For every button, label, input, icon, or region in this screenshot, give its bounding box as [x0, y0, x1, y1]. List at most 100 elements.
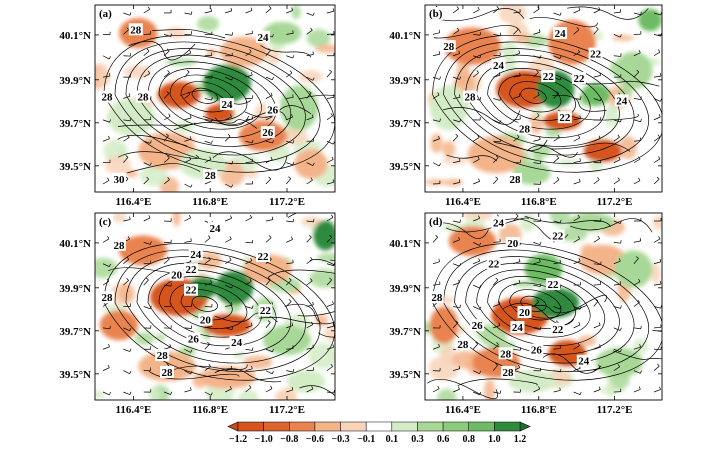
contour-label: 24: [493, 60, 505, 72]
panel-label: (a): [99, 8, 112, 20]
anomaly-blob: [638, 8, 662, 32]
anomaly-blob: [548, 340, 587, 367]
contour-label: 28: [162, 367, 174, 379]
wind-barbs: [432, 5, 662, 185]
colorbar-segment: [289, 421, 316, 432]
y-tick-label: 39.5°N: [59, 161, 91, 173]
contour-label: 28: [138, 92, 150, 104]
contour-label: 28: [157, 350, 169, 362]
y-tick-label: 40.1°N: [59, 238, 91, 250]
anomaly-blob: [579, 244, 627, 275]
y-tick-label: 39.7°N: [59, 326, 91, 338]
anomaly-blob: [157, 81, 201, 108]
x-tick-label: 117.2°E: [597, 196, 633, 208]
contour-label: 22: [260, 305, 272, 317]
x-tick-label: 117.2°E: [269, 404, 305, 416]
colorbar-segment: [365, 421, 393, 432]
anomaly-blob: [507, 370, 556, 393]
anomaly-blob: [531, 287, 580, 318]
colorbar-label: −0.6: [306, 434, 324, 445]
contour-label: 26: [267, 105, 279, 117]
x-tick-label: 116.8°E: [521, 404, 557, 416]
contour-label: 24: [512, 322, 524, 334]
contour-label: 24: [578, 356, 590, 368]
contour-label: 22: [258, 251, 270, 263]
anomaly-blob: [219, 36, 268, 67]
panel-frame: [424, 4, 663, 193]
contour-label: 28: [500, 348, 512, 360]
colorbar-label: −0.8: [280, 434, 298, 445]
y-tick-label: 40.1°N: [389, 238, 421, 250]
anomaly-blob: [443, 27, 501, 65]
map-panel-b: 28 24 22 24 22 28 22 24 28 22 28 (b) 116.4°E 116.8°E 1…: [389, 4, 663, 208]
y-tick-label: 39.5°N: [389, 161, 421, 173]
contour-label: 26: [188, 333, 200, 345]
x-tick-label: 117.2°E: [269, 196, 305, 208]
anomaly-blob: [215, 270, 254, 305]
y-tick-label: 39.5°N: [59, 369, 91, 381]
y-tick-label: 39.7°N: [389, 118, 421, 130]
y-tick-label: 39.9°N: [389, 75, 421, 87]
y-tick-label: 39.5°N: [389, 369, 421, 381]
anomaly-blob: [429, 85, 468, 131]
colorbar-segment: [340, 421, 367, 432]
y-tick-label: 39.9°N: [59, 283, 91, 295]
anomaly-blob: [512, 162, 551, 185]
contour-label: 28: [431, 292, 443, 304]
contour-label: 28: [130, 24, 142, 36]
contour-label: 20: [200, 315, 212, 327]
contour-label: 28: [465, 92, 477, 104]
colorbar-label: 0.6: [437, 434, 450, 445]
contour-label: 28: [102, 92, 114, 104]
panel-label: (d): [429, 216, 443, 228]
contour-lines: [427, 215, 662, 400]
contour-label: 20: [519, 307, 531, 319]
contour-label: 28: [519, 123, 531, 135]
anomaly-blob: [448, 226, 497, 257]
anomaly-blob: [263, 325, 311, 356]
y-tick-label: 39.7°N: [389, 326, 421, 338]
colorbar-label: 0.3: [411, 434, 424, 445]
colorbar-segment: [468, 421, 495, 432]
panel-label: (c): [99, 216, 112, 228]
colorbar: −1.2 −1.0 −0.8 −0.6 −0.3 −0.1 0.1 0.3 0.6 0.8 1.0 1…: [227, 421, 531, 445]
y-tick-label: 40.1°N: [59, 30, 91, 42]
anomaly-blob: [279, 85, 319, 131]
contour-label: 24: [555, 28, 567, 40]
contour-label: 28: [457, 339, 469, 351]
panel-frame: [94, 212, 336, 401]
colorbar-segment: [237, 421, 264, 432]
panel-frame: [424, 212, 663, 401]
panel-frame: [94, 4, 336, 193]
x-tick-label: 116.4°E: [445, 196, 481, 208]
colorbar-label: −1.2: [229, 434, 247, 445]
contour-label: 30: [114, 174, 126, 186]
anomaly-blob: [429, 306, 459, 344]
x-tick-label: 116.8°E: [192, 404, 228, 416]
x-tick-label: 116.8°E: [521, 196, 557, 208]
colorbar-segment: [442, 421, 469, 432]
y-tick-label: 39.9°N: [59, 75, 91, 87]
colorbar-label: 1.0: [488, 434, 501, 445]
colorbar-label: 0.8: [462, 434, 475, 445]
contour-label: 26: [472, 320, 484, 332]
colorbar-segment: [314, 421, 341, 432]
contour-label: 20: [171, 270, 183, 282]
contour-label: 26: [531, 345, 543, 357]
colorbar-label: −0.1: [357, 434, 375, 445]
colorbar-segment: [494, 421, 521, 432]
contour-label: 22: [186, 264, 198, 276]
x-tick-label: 116.4°E: [115, 404, 151, 416]
anomaly-blob: [614, 250, 653, 288]
contour-label: 24: [190, 249, 202, 261]
x-tick-label: 116.4°E: [445, 404, 481, 416]
contour-label: 24: [258, 32, 270, 44]
y-tick-label: 39.9°N: [389, 283, 421, 295]
contour-label: 22: [559, 112, 571, 124]
colorbar-label: −1.0: [255, 434, 273, 445]
contour-label: 22: [574, 73, 586, 85]
contour-label: 22: [552, 230, 564, 242]
colorbar-segment: [391, 421, 418, 432]
